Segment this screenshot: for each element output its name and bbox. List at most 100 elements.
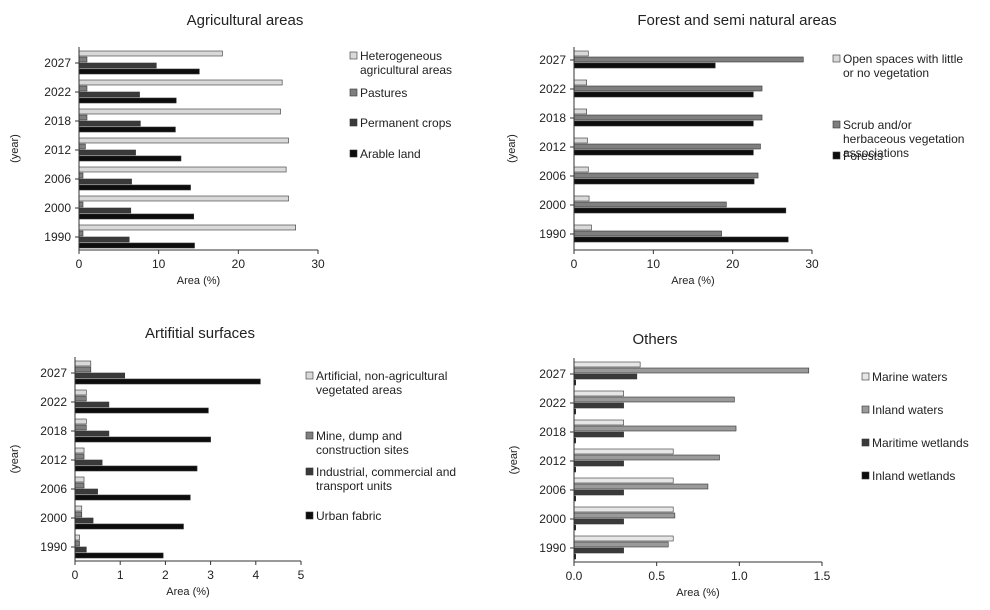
x-tick-label: 0 xyxy=(571,257,578,271)
bar xyxy=(573,402,624,409)
x-tick-label: 10 xyxy=(152,257,166,271)
bar xyxy=(573,425,737,432)
legend-swatch xyxy=(861,372,870,381)
bar xyxy=(78,224,296,231)
bar xyxy=(74,517,94,524)
bar xyxy=(573,431,624,438)
bar xyxy=(78,184,191,191)
legend-label: construction sites xyxy=(316,443,409,457)
bar xyxy=(573,489,624,496)
bar xyxy=(78,166,287,173)
y-axis-label: (year) xyxy=(9,445,21,474)
chart-title: Forest and semi natural areas xyxy=(637,12,836,29)
bar xyxy=(573,390,624,397)
legend-swatch xyxy=(305,467,314,476)
bar xyxy=(573,448,674,455)
bar xyxy=(74,488,98,495)
legend-label: Marine waters xyxy=(872,370,947,384)
y-tick-label: 1990 xyxy=(40,540,67,554)
legend-label: Open spaces with little xyxy=(843,52,963,66)
bar xyxy=(573,201,727,208)
bar xyxy=(74,447,85,454)
bar xyxy=(573,114,763,121)
x-tick-label: 10 xyxy=(647,257,661,271)
y-tick-label: 2022 xyxy=(539,396,566,410)
chart-title: Agricultural areas xyxy=(187,12,304,29)
bar xyxy=(74,378,261,385)
bar xyxy=(74,436,211,443)
y-tick-label: 2006 xyxy=(539,169,566,183)
x-tick-label: 0.0 xyxy=(566,569,583,583)
legend-label: herbaceous vegetation xyxy=(843,132,964,146)
bar xyxy=(573,506,674,513)
y-axis-label: (year) xyxy=(508,446,520,475)
legend-swatch xyxy=(349,51,358,60)
bar xyxy=(78,230,84,237)
bar xyxy=(78,155,182,162)
bar xyxy=(573,535,674,542)
bar xyxy=(78,178,132,185)
legend-swatch xyxy=(349,88,358,97)
legend-label: Arable land xyxy=(360,147,421,161)
bar xyxy=(74,424,87,431)
chart-panel-2: Forest and semi natural areas20272022201… xyxy=(506,12,964,287)
x-tick-label: 1.5 xyxy=(814,569,831,583)
x-axis-label: Area (%) xyxy=(177,275,220,287)
bar xyxy=(74,389,87,396)
y-tick-label: 1990 xyxy=(44,230,71,244)
legend-label: Artificial, non-agricultural xyxy=(316,369,447,383)
bar xyxy=(573,477,674,484)
y-axis-label: (year) xyxy=(506,134,518,163)
y-tick-label: 2027 xyxy=(44,56,71,70)
legend-label: Heterogeneous xyxy=(360,49,442,63)
x-tick-label: 20 xyxy=(232,257,246,271)
legend-swatch xyxy=(861,405,870,414)
bar xyxy=(74,407,209,414)
bar xyxy=(573,361,641,368)
x-tick-label: 3 xyxy=(207,568,214,582)
bar xyxy=(74,505,83,512)
y-tick-label: 2027 xyxy=(539,53,566,67)
legend-swatch xyxy=(832,120,841,129)
legend-swatch xyxy=(349,118,358,127)
bar xyxy=(78,108,281,115)
bar xyxy=(74,418,87,425)
bar xyxy=(74,482,85,489)
chart-title: Artifitial surfaces xyxy=(145,325,255,342)
legend-swatch xyxy=(832,151,841,160)
y-tick-label: 2018 xyxy=(539,111,566,125)
x-tick-label: 0.5 xyxy=(648,569,665,583)
chart-title: Others xyxy=(632,331,677,348)
bar xyxy=(573,50,589,57)
legend-label: associations xyxy=(843,146,909,160)
y-tick-label: 2012 xyxy=(40,453,67,467)
y-tick-label: 2006 xyxy=(40,482,67,496)
bar xyxy=(573,460,624,467)
y-axis-label: (year) xyxy=(9,134,21,163)
x-tick-label: 30 xyxy=(311,257,325,271)
bar xyxy=(573,419,624,426)
bar xyxy=(573,236,789,243)
bar xyxy=(78,62,157,69)
bar xyxy=(78,213,195,220)
legend-label: Maritime wetlands xyxy=(872,436,969,450)
x-tick-label: 1 xyxy=(117,568,124,582)
legend-label: agricultural areas xyxy=(360,63,452,77)
legend-swatch xyxy=(861,438,870,447)
x-tick-label: 2 xyxy=(162,568,169,582)
y-tick-label: 2000 xyxy=(44,201,71,215)
x-axis-label: Area (%) xyxy=(671,275,714,287)
bar xyxy=(573,137,588,144)
bar xyxy=(573,230,722,237)
x-axis-label: Area (%) xyxy=(676,587,719,599)
bar xyxy=(573,108,587,115)
bar xyxy=(78,114,88,121)
bar xyxy=(573,91,754,98)
bar xyxy=(78,195,289,202)
y-tick-label: 2018 xyxy=(539,425,566,439)
legend-label: vegetated areas xyxy=(316,383,402,397)
bar xyxy=(74,430,110,437)
y-tick-label: 1990 xyxy=(539,541,566,555)
bar xyxy=(78,56,88,63)
